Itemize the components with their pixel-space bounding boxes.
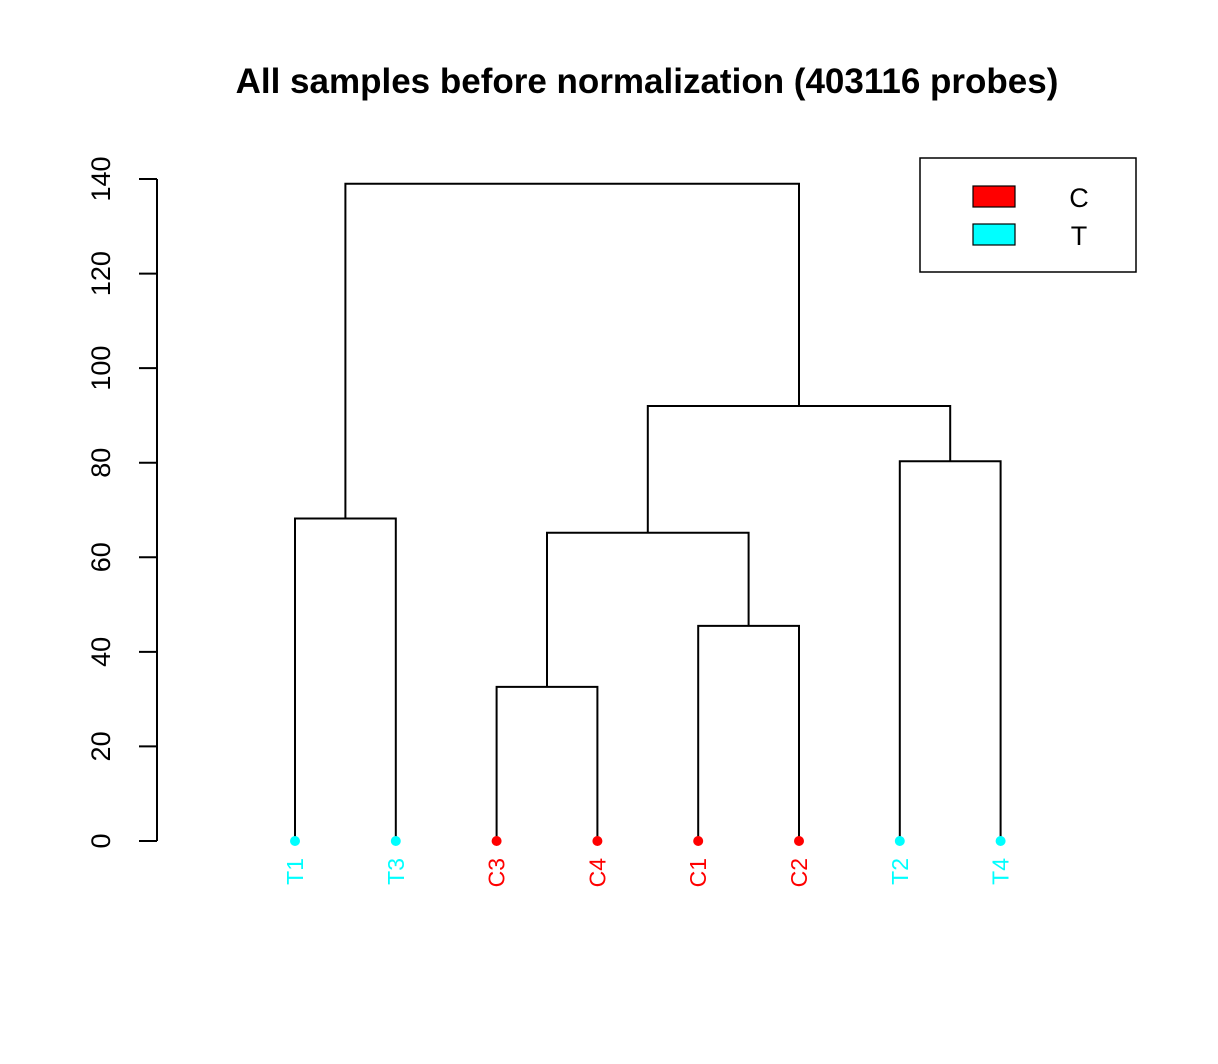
leaf-point-c1 [693,836,704,846]
chart-title: All samples before normalization (403116… [236,62,1059,101]
branch-m2 [495,685,599,841]
leaf-label-c4: C4 [584,858,610,888]
legend-label-t: T [1071,221,1088,251]
leaf-label-t4: T4 [988,858,1014,885]
y-tick-label: 60 [86,542,116,572]
y-tick-label: 0 [86,833,116,848]
y-tick-label: 80 [86,448,116,478]
leaf-label-t1: T1 [282,858,308,885]
leaf-label-c2: C2 [786,858,812,887]
leaf-label-c3: C3 [484,858,510,887]
y-tick-label: 120 [86,251,116,296]
branch-m1 [294,517,397,841]
leaf-point-t3 [390,836,401,846]
y-axis: 0 20 40 60 80 100 120 140 [86,156,158,849]
legend-swatch-t [972,223,1016,246]
y-tick-label: 20 [86,731,116,761]
leaf-point-t2 [894,836,905,846]
leaf-point-c2 [794,836,804,846]
y-tick-label: 100 [86,346,116,391]
leaf-point-c4 [592,836,603,846]
y-tick-label: 40 [86,637,116,667]
leaf-point-c3 [491,836,502,846]
branch-m4 [546,531,750,687]
legend-label-c: C [1069,183,1089,213]
leaf-label-t3: T3 [383,858,409,885]
dendrogram-branches [294,182,1002,841]
leaf-point-t1 [290,836,300,846]
branch-m7 [344,182,800,519]
branch-m6 [646,404,952,533]
branch-m5 [898,460,1002,841]
legend: CT [919,157,1137,273]
leaf-label-c1: C1 [685,858,711,887]
leaf-label-t2: T2 [887,858,913,885]
leaf-point-t4 [995,836,1006,846]
branch-m3 [697,624,800,841]
dendrogram-leaves: T1 T3 C3 C4 C1 C2 T2 T4 [282,836,1014,887]
y-tick-label: 140 [86,156,116,201]
legend-swatch-c [972,185,1016,208]
legend-box [919,157,1137,273]
